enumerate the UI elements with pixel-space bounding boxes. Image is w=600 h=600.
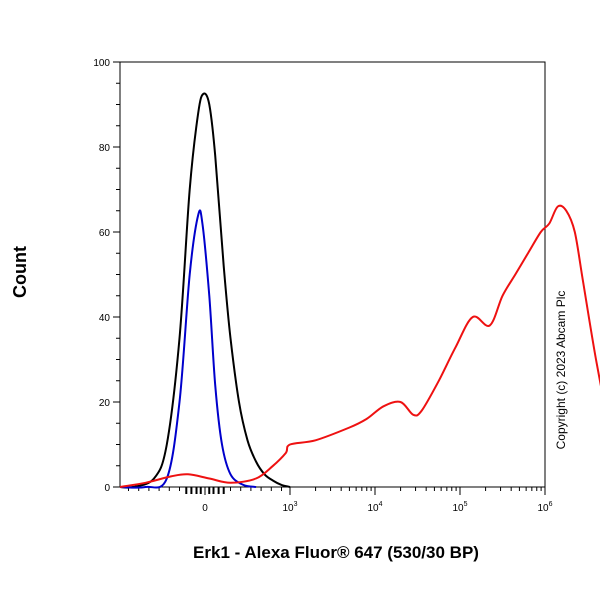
y-axis-title: Count: [10, 246, 30, 298]
series-line-2: [119, 209, 257, 489]
x-tick-label: 105: [452, 501, 467, 514]
y-axis: 0 20 40 60 80 100: [93, 58, 120, 494]
y-tick-label: 80: [99, 143, 111, 154]
y-tick-label: 40: [99, 313, 111, 324]
y-tick-label: 100: [93, 58, 110, 69]
y-tick-label: 0: [104, 483, 110, 494]
series-layer: [119, 92, 600, 489]
y-tick-label: 20: [99, 398, 111, 409]
copyright-text: Copyright (c) 2023 Abcam Plc: [554, 291, 568, 450]
series-line-3: [119, 204, 600, 488]
x-tick-label: 0: [202, 503, 208, 514]
x-tick-label: 106: [537, 501, 552, 514]
series-line-1: [119, 92, 291, 489]
x-tick-label: 103: [282, 501, 297, 514]
x-axis-title: Erk1 - Alexa Fluor® 647 (530/30 BP): [193, 543, 479, 562]
x-tick-label: 104: [367, 501, 382, 514]
y-tick-label: 60: [99, 228, 111, 239]
x-axis: 0 103 104 105 106: [128, 487, 553, 514]
